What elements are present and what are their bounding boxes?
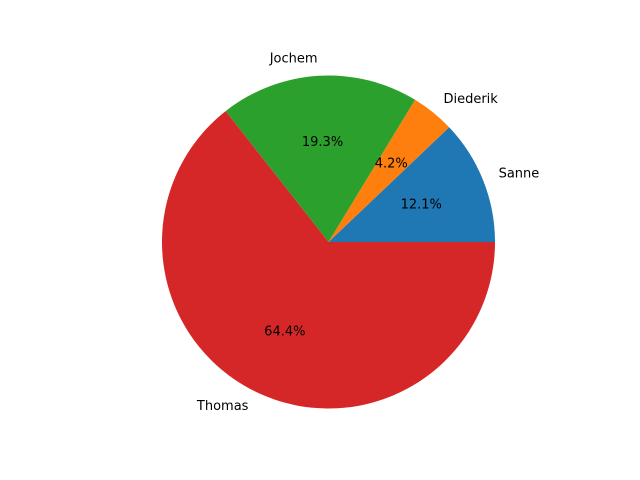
- pie-label-jochem: Jochem: [269, 52, 318, 67]
- pie-label-diederik: Diederik: [443, 92, 498, 107]
- pie-slices: [162, 75, 496, 409]
- pie-percent-diederik: 4.2%: [375, 157, 408, 172]
- pie-label-thomas: Thomas: [196, 399, 249, 414]
- pie-percent-jochem: 19.3%: [302, 135, 343, 150]
- pie-percent-sanne: 12.1%: [401, 197, 442, 212]
- pie-slice-sanne: [328, 127, 495, 242]
- pie-percent-thomas: 64.4%: [264, 324, 305, 339]
- pie-slice-diederik: [328, 99, 450, 242]
- pie-slice-jochem: [225, 75, 416, 242]
- pie-label-sanne: Sanne: [499, 167, 540, 182]
- pie-slice-thomas: [162, 111, 496, 409]
- pie-labels: Sanne 12.1% Diederik 4.2% Jochem 19.3% Thomas 6…: [196, 52, 539, 415]
